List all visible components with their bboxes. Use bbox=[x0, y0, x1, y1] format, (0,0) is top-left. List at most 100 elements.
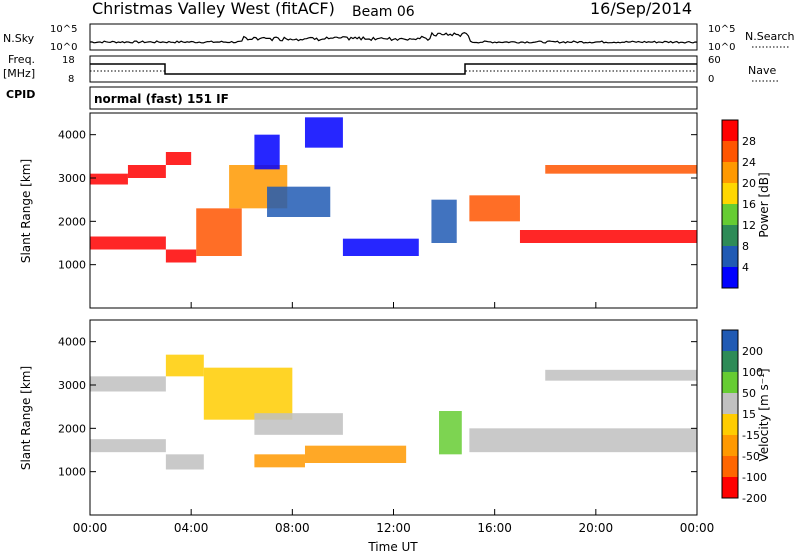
velocity-colorbar-swatch-0 bbox=[722, 330, 738, 351]
velocity-cell-7 bbox=[304, 445, 407, 463]
power-colorbar-tick-4: 12 bbox=[742, 219, 756, 232]
velocity-colorbar-tick-2: 50 bbox=[742, 387, 756, 400]
velocity-ytick-label-3: 4000 bbox=[58, 336, 86, 349]
velocity-cell-0 bbox=[90, 376, 166, 392]
velocity-colorbar-tick-7: -200 bbox=[742, 492, 767, 505]
velocity-ytick-label-0: 1000 bbox=[58, 466, 86, 479]
noise-tick-left-bottom: 10^0 bbox=[50, 42, 77, 53]
velocity-cell-6 bbox=[254, 454, 305, 468]
velocity-colorbar-tick-0: 200 bbox=[742, 345, 763, 358]
plot-date: 16/Sep/2014 bbox=[590, 0, 692, 18]
power-colorbar-frame bbox=[721, 119, 739, 289]
velocity-colorbar-swatch-5 bbox=[722, 435, 738, 456]
nsky-trace bbox=[89, 31, 698, 44]
power-cell-7 bbox=[267, 186, 331, 217]
cpid-label: CPID bbox=[6, 88, 35, 101]
plot-title: Christmas Valley West (fitACF) bbox=[92, 0, 335, 18]
velocity-colorbar-swatch-6 bbox=[722, 456, 738, 477]
time-axis-label: Time UT bbox=[367, 540, 418, 554]
time-tick-label-5: 20:00 bbox=[579, 521, 614, 535]
power-colorbar-tick-6: 4 bbox=[742, 261, 749, 274]
power-colorbar-label: Power [dB] bbox=[757, 172, 771, 237]
power-colorbar-swatch-0 bbox=[722, 120, 738, 141]
power-colorbar-swatch-3 bbox=[722, 183, 738, 204]
nave-label: Nave bbox=[748, 64, 776, 77]
time-axis: 00:00 04:00 08:00 12:00 16:00 20:00 00:00 bbox=[73, 302, 714, 535]
velocity-ytick-label-1: 2000 bbox=[58, 422, 86, 435]
power-cell-0 bbox=[90, 173, 128, 185]
time-tick-label-1: 04:00 bbox=[174, 521, 209, 535]
power-colorbar-swatch-1 bbox=[722, 141, 738, 162]
velocity-colorbar-frame bbox=[721, 329, 739, 499]
velocity-heatmap bbox=[90, 354, 697, 470]
velocity-colorbar-tick-1: 100 bbox=[742, 366, 763, 379]
velocity-cell-1 bbox=[165, 354, 204, 377]
nave-tick-top: 60 bbox=[708, 55, 721, 66]
power-cell-12 bbox=[469, 195, 520, 222]
noise-tick-right-top: 10^5 bbox=[708, 24, 735, 35]
power-colorbar-swatch-2 bbox=[722, 162, 738, 183]
power-cell-2 bbox=[165, 152, 192, 165]
freq-label: Freq. bbox=[8, 53, 35, 66]
velocity-cell-2 bbox=[90, 439, 166, 453]
beam-label: Beam 06 bbox=[352, 4, 415, 20]
noise-tick-left-top: 10^5 bbox=[50, 24, 77, 35]
power-colorbar: 28 24 20 16 12 8 4 bbox=[721, 119, 756, 289]
velocity-colorbar-swatch-1 bbox=[722, 351, 738, 372]
velocity-colorbar-tick-6: -100 bbox=[742, 471, 767, 484]
noise-panel bbox=[89, 23, 698, 51]
velocity-cell-10 bbox=[545, 369, 697, 381]
power-cell-3 bbox=[90, 236, 166, 250]
velocity-y-axis: 1000 2000 3000 4000 bbox=[58, 336, 697, 479]
nave-tick-bottom: 0 bbox=[708, 74, 714, 85]
nsearch-label: N.Search bbox=[745, 30, 795, 43]
power-cell-13 bbox=[519, 230, 697, 243]
power-cell-8 bbox=[254, 134, 280, 170]
velocity-panel bbox=[89, 319, 698, 516]
power-colorbar-tick-1: 24 bbox=[742, 156, 756, 169]
time-tick-label-3: 12:00 bbox=[376, 521, 411, 535]
power-ytick-label-1: 2000 bbox=[58, 215, 86, 228]
nave-trace bbox=[90, 70, 697, 75]
power-ytick-label-0: 1000 bbox=[58, 259, 86, 272]
velocity-colorbar-swatch-7 bbox=[722, 477, 738, 498]
velocity-cell-8 bbox=[439, 411, 462, 455]
power-cell-1 bbox=[127, 165, 166, 178]
power-colorbar-tick-3: 16 bbox=[742, 198, 756, 211]
power-ytick-label-3: 4000 bbox=[58, 129, 86, 142]
power-colorbar-swatch-6 bbox=[722, 246, 738, 267]
power-heatmap bbox=[90, 117, 697, 263]
power-cell-5 bbox=[196, 208, 242, 256]
freq-unit-label: [MHz] bbox=[3, 67, 35, 80]
nsky-label: N.Sky bbox=[3, 32, 35, 45]
time-tick-label-4: 16:00 bbox=[477, 521, 512, 535]
velocity-colorbar: 200 100 50 15 -15 -50 -100 -200 bbox=[721, 329, 767, 505]
velocity-colorbar-swatch-4 bbox=[722, 414, 738, 435]
cpid-panel bbox=[89, 86, 698, 110]
velocity-colorbar-tick-5: -50 bbox=[742, 450, 760, 463]
velocity-colorbar-label: Velocity [m s⁻¹] bbox=[757, 368, 771, 461]
power-ylabel: Slant Range [km] bbox=[19, 159, 33, 263]
power-cell-4 bbox=[165, 249, 197, 263]
freq-tick-top: 18 bbox=[62, 55, 75, 66]
velocity-colorbar-tick-3: 15 bbox=[742, 408, 756, 421]
freq-trace bbox=[90, 63, 697, 75]
power-cell-9 bbox=[304, 117, 343, 148]
power-cell-11 bbox=[431, 199, 457, 243]
velocity-ylabel: Slant Range [km] bbox=[19, 366, 33, 470]
time-tick-label-2: 08:00 bbox=[275, 521, 310, 535]
velocity-colorbar-swatch-2 bbox=[722, 372, 738, 393]
power-ytick-label-2: 3000 bbox=[58, 172, 86, 185]
power-colorbar-swatch-4 bbox=[722, 204, 738, 225]
power-panel bbox=[89, 112, 698, 309]
freq-tick-bottom: 8 bbox=[68, 74, 74, 85]
velocity-colorbar-tick-4: -15 bbox=[742, 429, 760, 442]
noise-tick-right-bottom: 10^0 bbox=[708, 42, 735, 53]
freq-panel bbox=[89, 55, 698, 83]
power-colorbar-swatch-5 bbox=[722, 225, 738, 246]
velocity-colorbar-swatch-3 bbox=[722, 393, 738, 414]
velocity-cell-5 bbox=[254, 413, 343, 435]
velocity-cell-9 bbox=[469, 428, 697, 453]
